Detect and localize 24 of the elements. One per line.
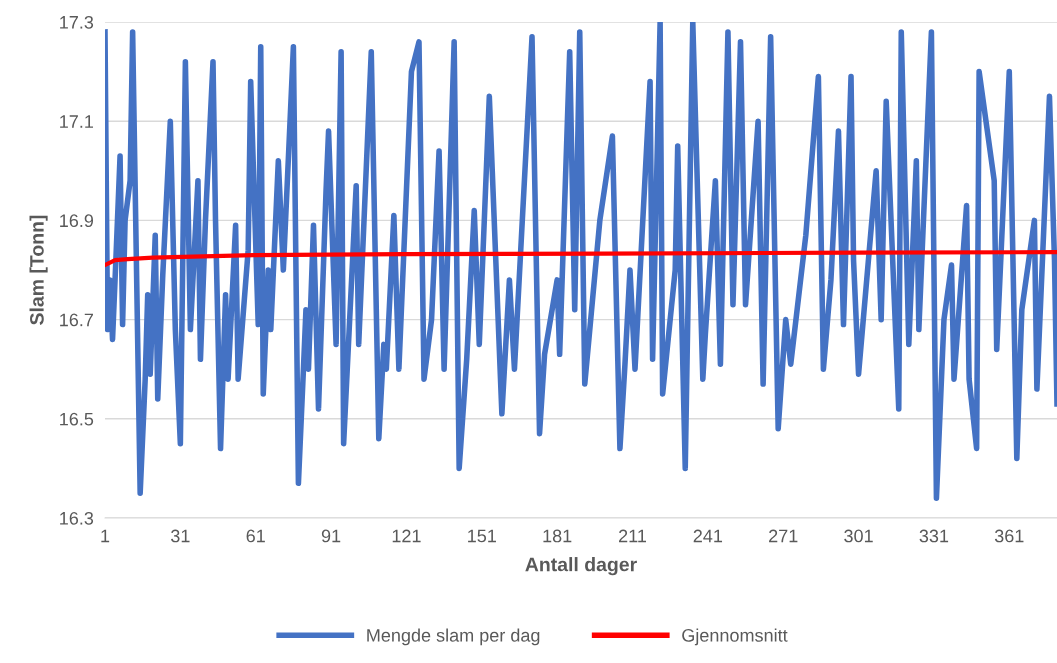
x-tick-label: 181 bbox=[543, 529, 572, 543]
y-tick-label: 17.3 bbox=[60, 15, 94, 29]
y-tick-label: 16.9 bbox=[60, 214, 94, 228]
x-tick-label: 151 bbox=[468, 529, 496, 543]
legend-label: Mengde slam per dag bbox=[367, 628, 540, 646]
x-tick-label: 211 bbox=[619, 529, 647, 543]
y-axis-title: Slam [Tonn] bbox=[29, 215, 48, 325]
x-tick-label: 241 bbox=[693, 529, 723, 543]
x-tick-label: 331 bbox=[919, 529, 949, 543]
x-tick-label: 31 bbox=[171, 529, 190, 543]
x-tick-label: 271 bbox=[769, 529, 798, 543]
legend-label: Gjennomsnitt bbox=[682, 628, 788, 646]
x-tick-label: 91 bbox=[321, 529, 341, 543]
y-tick-label: 17.1 bbox=[60, 115, 94, 128]
line-series bbox=[105, 250, 1057, 268]
y-tick-label: 16.5 bbox=[60, 412, 94, 426]
x-axis-title: Antall dager bbox=[525, 557, 637, 576]
x-tick-label: 301 bbox=[844, 529, 873, 543]
y-tick-label: 16.3 bbox=[60, 511, 94, 525]
x-tick-label: 121 bbox=[392, 529, 421, 543]
x-tick-label: 1 bbox=[101, 529, 110, 543]
y-tick-label: 16.7 bbox=[60, 313, 93, 327]
x-tick-label: 361 bbox=[994, 529, 1024, 543]
x-tick-label: 61 bbox=[246, 529, 265, 543]
